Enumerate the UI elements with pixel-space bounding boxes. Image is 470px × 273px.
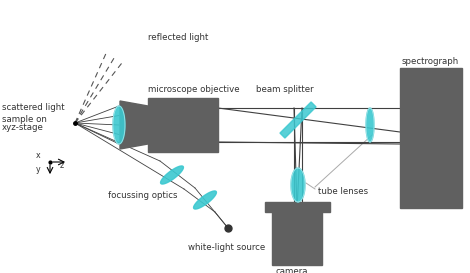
- Text: scattered light: scattered light: [2, 102, 65, 111]
- Text: white-light source: white-light source: [188, 244, 265, 253]
- Polygon shape: [265, 202, 330, 212]
- Polygon shape: [400, 68, 462, 208]
- Text: tube lenses: tube lenses: [318, 188, 368, 197]
- Text: xyz-stage: xyz-stage: [2, 123, 44, 132]
- Polygon shape: [280, 102, 316, 138]
- Text: camera: camera: [275, 268, 307, 273]
- Text: sample on: sample on: [2, 114, 47, 123]
- Polygon shape: [148, 98, 218, 152]
- Text: focussing optics: focussing optics: [108, 191, 178, 200]
- Text: y: y: [36, 165, 40, 174]
- Polygon shape: [194, 191, 216, 209]
- Text: spectrograph: spectrograph: [402, 58, 459, 67]
- Polygon shape: [120, 101, 148, 149]
- Text: z: z: [60, 162, 64, 171]
- Polygon shape: [161, 166, 183, 184]
- Text: microscope objective: microscope objective: [148, 85, 240, 94]
- Polygon shape: [272, 210, 322, 265]
- Polygon shape: [366, 108, 374, 142]
- Polygon shape: [113, 106, 125, 144]
- Polygon shape: [291, 168, 305, 202]
- Text: beam splitter: beam splitter: [256, 85, 313, 94]
- Text: reflected light: reflected light: [148, 34, 208, 43]
- Text: x: x: [36, 150, 40, 159]
